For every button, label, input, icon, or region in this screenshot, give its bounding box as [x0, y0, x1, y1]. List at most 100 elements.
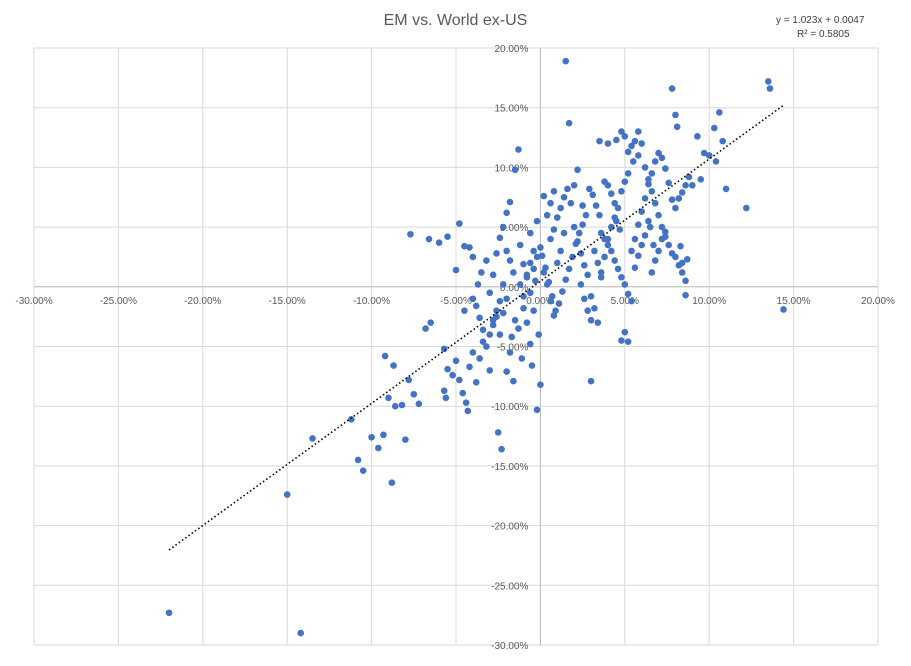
data-point	[526, 340, 534, 348]
data-point	[537, 244, 544, 251]
data-point	[560, 229, 568, 237]
data-point	[764, 78, 772, 85]
data-point	[474, 281, 482, 288]
data-point	[631, 137, 639, 145]
data-point	[385, 394, 392, 402]
data-point	[511, 316, 519, 324]
data-point	[483, 343, 490, 350]
data-point	[682, 182, 689, 189]
data-point	[628, 297, 635, 305]
data-point	[390, 362, 397, 369]
data-point	[309, 435, 316, 442]
data-point	[607, 247, 615, 255]
data-point	[283, 491, 291, 498]
data-point	[557, 204, 564, 212]
data-point	[496, 297, 504, 305]
data-point	[710, 124, 718, 132]
data-point	[506, 349, 514, 356]
data-point	[629, 158, 637, 165]
data-point	[572, 240, 580, 248]
data-point	[381, 352, 389, 360]
data-point	[624, 148, 632, 156]
data-point	[621, 281, 629, 288]
data-point	[533, 406, 541, 414]
data-point	[719, 137, 727, 145]
data-point	[165, 609, 173, 617]
data-point	[722, 185, 730, 193]
data-point	[422, 325, 429, 332]
data-point	[543, 211, 551, 219]
data-point	[545, 278, 553, 286]
data-point	[700, 149, 708, 157]
data-point	[604, 140, 612, 147]
data-point	[601, 253, 608, 261]
data-point	[648, 269, 656, 276]
data-point	[604, 182, 612, 189]
data-point	[641, 195, 649, 202]
data-point	[624, 290, 632, 298]
data-point	[651, 257, 659, 264]
data-point	[575, 229, 583, 237]
data-point	[510, 377, 517, 385]
data-point	[510, 269, 517, 276]
data-point	[678, 259, 686, 267]
data-point	[596, 137, 603, 145]
data-point	[621, 328, 629, 336]
data-point	[645, 180, 652, 188]
data-point	[555, 300, 563, 307]
trendline	[168, 104, 784, 551]
data-point	[635, 128, 642, 135]
data-point	[523, 271, 531, 279]
data-point	[440, 345, 448, 353]
data-point	[594, 259, 602, 267]
data-point	[526, 289, 534, 297]
data-point	[479, 338, 487, 346]
chart-title: EM vs. World ex-US	[383, 12, 528, 29]
data-point	[635, 221, 642, 229]
data-point	[580, 262, 588, 269]
data-point	[646, 223, 654, 231]
data-point	[506, 198, 514, 206]
data-point	[410, 390, 418, 398]
data-point	[613, 136, 620, 144]
data-point	[613, 217, 620, 225]
data-point	[597, 273, 605, 281]
data-point	[570, 223, 578, 231]
data-point	[648, 170, 656, 177]
data-point	[368, 433, 375, 441]
data-point	[685, 173, 693, 181]
data-point	[682, 277, 689, 285]
data-point	[766, 85, 774, 92]
data-point	[466, 244, 473, 251]
data-point	[582, 211, 590, 219]
x-tick-label: 0.00%	[526, 296, 554, 307]
data-point	[530, 265, 537, 273]
data-point	[388, 479, 396, 486]
data-point	[548, 293, 556, 300]
y-tick-label: -15.00%	[491, 462, 528, 473]
data-point	[562, 57, 570, 65]
data-point	[354, 456, 362, 464]
data-point	[557, 247, 564, 255]
data-point	[511, 166, 519, 174]
data-point	[348, 416, 355, 423]
data-point	[440, 387, 448, 394]
data-point	[618, 337, 625, 344]
data-point	[506, 257, 514, 264]
data-point	[607, 190, 615, 197]
data-point	[591, 247, 598, 255]
trendline-r-squared: R² = 0.5805	[797, 29, 850, 40]
data-point	[456, 376, 463, 384]
data-point	[496, 331, 504, 338]
data-point	[533, 253, 541, 261]
y-tick-label: -10.00%	[491, 402, 528, 413]
data-point	[564, 185, 571, 193]
data-point	[628, 247, 635, 255]
data-point	[444, 365, 451, 373]
data-point	[611, 199, 618, 207]
data-point	[530, 247, 537, 255]
data-point	[584, 307, 591, 314]
data-point	[621, 133, 629, 140]
data-point	[476, 314, 483, 322]
